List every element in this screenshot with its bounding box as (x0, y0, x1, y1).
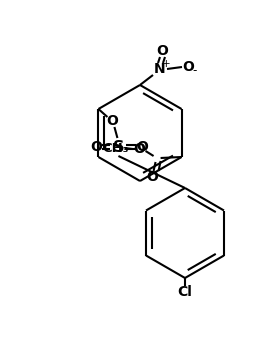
Text: O: O (90, 140, 102, 154)
Text: N: N (154, 62, 166, 76)
Text: -: - (193, 65, 197, 77)
Text: Cl: Cl (178, 285, 192, 299)
Text: O: O (182, 60, 194, 74)
Text: S: S (113, 140, 124, 154)
Text: +: + (162, 59, 170, 69)
Text: O: O (136, 140, 148, 154)
Text: O: O (107, 114, 118, 128)
Text: O: O (134, 142, 146, 156)
Text: O: O (147, 170, 159, 184)
Text: O: O (156, 44, 168, 58)
Text: CH₃: CH₃ (102, 142, 129, 154)
